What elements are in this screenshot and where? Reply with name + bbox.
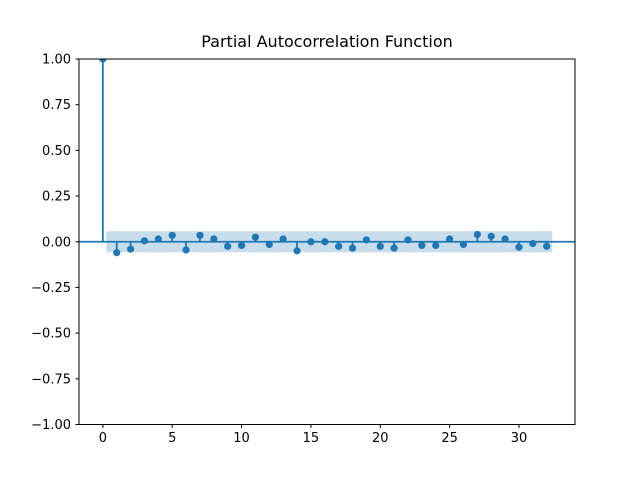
marker-lag-32 [543,242,551,250]
marker-lag-17 [335,242,343,250]
marker-lag-13 [279,235,287,243]
marker-lag-4 [154,235,162,243]
x-tick-label: 15 [303,431,320,446]
marker-lag-8 [210,235,218,243]
marker-lag-29 [501,235,509,243]
y-tick-label: −0.25 [31,281,71,296]
marker-lag-11 [251,233,260,241]
marker-lag-15 [307,238,315,246]
marker-lag-16 [321,238,329,246]
marker-lag-22 [404,236,412,244]
marker-lag-23 [418,241,426,250]
marker-lag-3 [140,237,149,245]
marker-lag-5 [168,231,176,239]
marker-lag-19 [362,236,370,244]
x-tick-label: 10 [233,431,250,446]
marker-lag-10 [237,241,246,250]
x-tick-label: 20 [372,431,389,446]
y-tick-label: −1.00 [31,418,71,433]
marker-lag-26 [459,240,468,249]
y-tick-label: 0.50 [42,144,71,159]
marker-lag-9 [224,242,232,250]
x-tick-label: 5 [168,431,176,446]
x-tick-label: 25 [441,431,458,446]
marker-lag-25 [446,235,454,243]
marker-lag-20 [376,242,384,250]
y-tick-label: 0.25 [42,190,71,205]
marker-lag-1 [113,249,121,257]
chart-title: Partial Autocorrelation Function [201,32,453,51]
marker-lag-24 [432,241,440,250]
x-tick-label: 0 [99,431,107,446]
marker-lag-27 [473,230,481,239]
marker-lag-28 [487,232,495,240]
marker-lag-7 [196,231,204,239]
marker-lag-31 [529,239,537,248]
y-tick-label: −0.50 [31,327,71,342]
y-tick-label: 0.75 [42,98,71,113]
marker-lag-2 [126,245,135,253]
marker-lag-21 [390,244,398,252]
x-tick-label: 30 [511,431,528,446]
y-tick-label: −0.75 [31,372,71,387]
marker-lag-6 [182,246,190,254]
y-tick-label: 0.00 [42,235,71,250]
stem-series [99,59,551,257]
marker-lag-0 [99,59,107,63]
marker-lag-12 [265,240,273,249]
marker-lag-18 [348,244,357,252]
y-tick-label: 1.00 [42,53,71,68]
marker-lag-30 [515,243,523,251]
marker-lag-14 [293,247,301,255]
